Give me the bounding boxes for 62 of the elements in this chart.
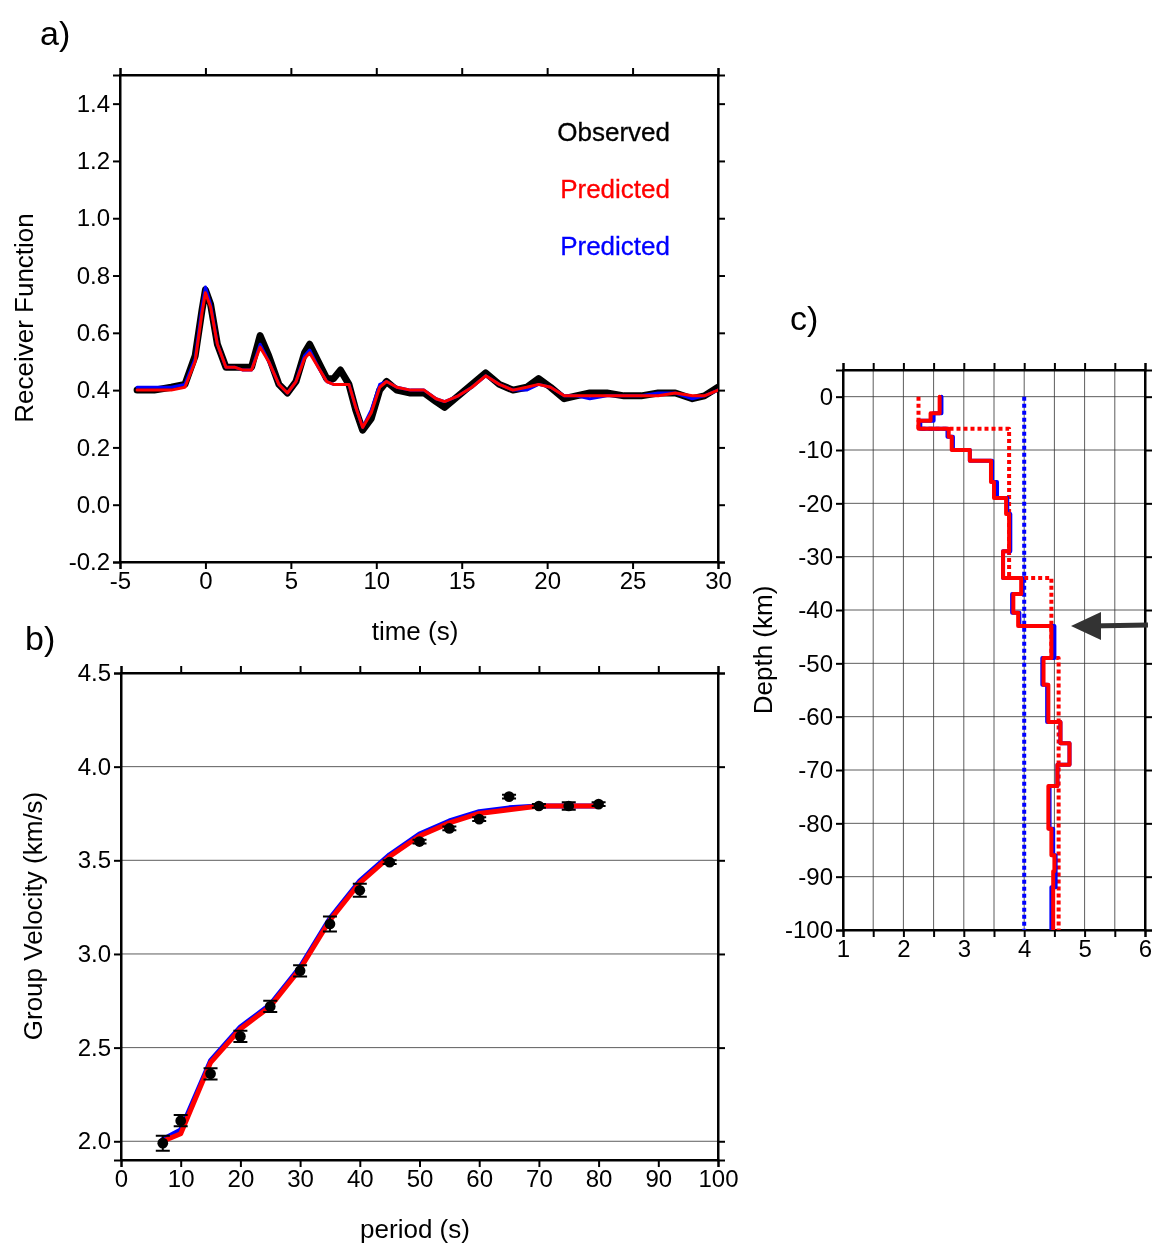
x-tick-label: 5: [284, 567, 299, 595]
x-tick-label: 40: [346, 1165, 374, 1193]
x-tick-label: 30: [705, 567, 732, 595]
y-tick-label: 0.6: [76, 319, 110, 346]
y-tick-label: -70: [798, 756, 833, 784]
y-tick-label: 1.0: [76, 204, 110, 232]
y-tick-label: 1.2: [76, 147, 110, 175]
y-tick-label: -80: [798, 809, 833, 837]
y-tick-label: -40: [798, 596, 833, 624]
x-tick-label: 80: [585, 1165, 613, 1193]
y-tick-label: 0.8: [76, 261, 110, 289]
y-tick-label: 3.5: [77, 846, 111, 874]
x-tick-label: 15: [448, 567, 476, 595]
x-tick-label: 25: [619, 567, 647, 595]
y-tick-label: 0.4: [76, 376, 110, 404]
y-tick-label: 4.5: [77, 659, 111, 687]
x-tick-label: 20: [534, 567, 561, 595]
x-tick-label: 6: [1138, 935, 1153, 963]
y-tick-label: -0.2: [68, 548, 110, 576]
y-tick-label: 1.4: [76, 89, 110, 117]
x-tick-label: 100: [698, 1165, 739, 1193]
x-tick-label: 3: [957, 935, 971, 963]
y-tick-label: 0: [819, 382, 833, 410]
x-tick-label: 2: [897, 935, 911, 963]
x-tick-label: 5: [1078, 935, 1092, 963]
y-axis-title: Depth (km): [748, 585, 778, 715]
y-tick-label: -30: [798, 542, 833, 570]
y-axis-title: Group Velocity (km/s): [18, 791, 48, 1041]
x-axis-title: time (s): [371, 616, 459, 646]
y-tick-label: 4.0: [77, 752, 111, 780]
x-tick-label: 50: [406, 1165, 434, 1193]
chart-title: b): [25, 619, 56, 657]
x-tick-label: 0: [199, 567, 213, 595]
y-tick-label: -90: [798, 862, 833, 890]
y-tick-label: -10: [798, 436, 833, 464]
x-axis-title: period (s): [360, 1214, 470, 1244]
chart-title: a): [40, 14, 71, 52]
x-tick-label: 60: [466, 1165, 494, 1193]
x-tick-label: 30: [287, 1165, 314, 1193]
x-tick-label: 90: [645, 1165, 673, 1193]
x-tick-label: 10: [167, 1165, 195, 1193]
x-tick-label: 10: [363, 567, 391, 595]
y-tick-label: 2.5: [77, 1033, 111, 1061]
y-tick-label: -20: [798, 489, 833, 517]
text: Predicted: [560, 174, 670, 204]
y-tick-label: 3.0: [77, 940, 111, 968]
y-tick-label: 0.0: [76, 490, 110, 518]
y-tick-label: -100: [784, 916, 833, 944]
x-tick-label: 1: [836, 935, 851, 963]
y-tick-label: 2.0: [77, 1127, 111, 1155]
x-tick-label: -5: [109, 567, 132, 595]
y-tick-label: 0.2: [76, 433, 110, 461]
y-tick-label: -50: [798, 649, 833, 677]
text: Predicted: [560, 231, 670, 261]
chart-title: c): [790, 299, 819, 337]
x-tick-label: 70: [526, 1165, 553, 1193]
x-tick-label: 4: [1018, 935, 1032, 963]
x-tick-label: 20: [227, 1165, 255, 1193]
text: Observed: [557, 117, 670, 147]
y-tick-label: -60: [798, 702, 833, 730]
x-tick-label: 0: [114, 1165, 129, 1193]
y-axis-title: Receiver Function: [9, 213, 39, 423]
